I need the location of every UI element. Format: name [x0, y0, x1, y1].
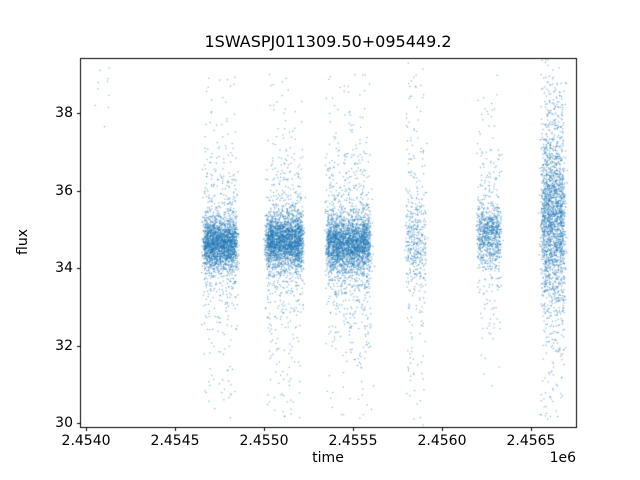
x-axis-offset-label: 1e6 — [549, 450, 576, 466]
x-tick-label: 2.4555 — [328, 433, 378, 449]
x-tick-label: 2.4550 — [239, 433, 289, 449]
chart-title: 1SWASPJ011309.50+095449.2 — [204, 32, 452, 51]
x-axis-label: time — [312, 450, 344, 466]
y-tick-label: 34 — [55, 260, 73, 277]
x-tick-label: 2.4565 — [506, 433, 556, 449]
y-tick-label: 32 — [55, 337, 73, 354]
x-tick-label: 2.4545 — [150, 433, 200, 449]
y-tick-label: 38 — [55, 105, 73, 122]
x-tick-label: 2.4560 — [417, 433, 467, 449]
y-tick-label: 36 — [55, 182, 73, 199]
y-tick-label: 30 — [55, 415, 73, 432]
y-axis-label: flux — [15, 229, 31, 255]
x-tick-label: 2.4540 — [61, 433, 111, 449]
